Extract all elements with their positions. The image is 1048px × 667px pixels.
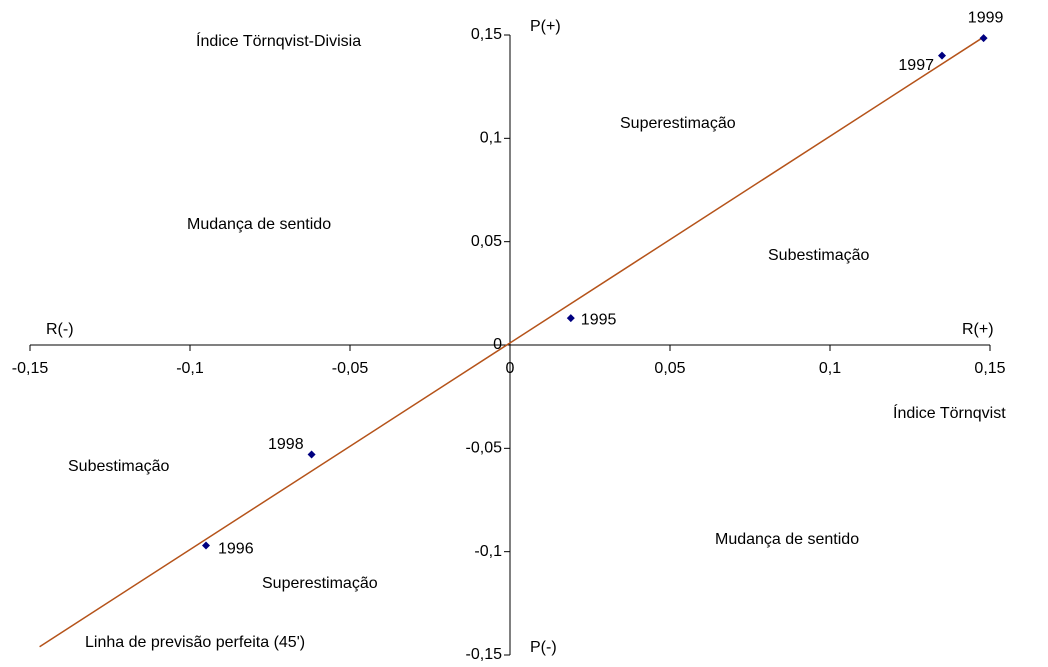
x-tick-label: -0,1 (176, 360, 204, 377)
x-tick-label: 0,1 (819, 360, 841, 377)
point-label: 1999 (968, 9, 1004, 26)
x-tick-label: 0 (506, 360, 515, 377)
annotation: P(+) (530, 18, 561, 35)
annotation: R(-) (46, 321, 74, 338)
y-axis-label: Índice Törnqvist-Divisia (196, 31, 361, 50)
x-tick-label: -0,15 (12, 360, 49, 377)
annotation: Mudança de sentido (187, 216, 331, 233)
point-label: 1995 (581, 311, 617, 328)
x-tick-label: 0,05 (654, 360, 685, 377)
y-tick-label: -0,05 (466, 440, 503, 457)
data-point (979, 34, 988, 43)
y-tick-label: -0,15 (466, 646, 503, 663)
data-point (938, 51, 946, 60)
x-tick-label: 0,15 (974, 360, 1005, 377)
annotation: Superestimação (262, 575, 378, 592)
y-tick-label: 0 (493, 336, 502, 353)
data-point (202, 541, 210, 550)
data-point (307, 450, 316, 459)
point-label: 1997 (898, 57, 934, 74)
data-point (566, 314, 575, 323)
annotation: Linha de previsão perfeita (45') (85, 634, 305, 651)
y-tick-label: 0,1 (480, 130, 502, 147)
y-tick-label: 0,15 (471, 26, 502, 43)
annotation: Subestimação (68, 458, 169, 475)
annotation: Superestimação (620, 115, 736, 132)
perfect-forecast-line (39, 36, 985, 648)
point-label: 1998 (268, 436, 304, 453)
annotation: Subestimação (768, 247, 869, 264)
point-label: 1996 (218, 541, 254, 558)
y-tick-label: 0,05 (471, 233, 502, 250)
annotation: P(-) (530, 639, 557, 656)
x-tick-label: -0,05 (332, 360, 369, 377)
y-tick-label: -0,1 (474, 543, 502, 560)
annotation: R(+) (962, 321, 994, 338)
x-axis-label: Índice Törnqvist (893, 403, 1006, 422)
annotation: Mudança de sentido (715, 531, 859, 548)
